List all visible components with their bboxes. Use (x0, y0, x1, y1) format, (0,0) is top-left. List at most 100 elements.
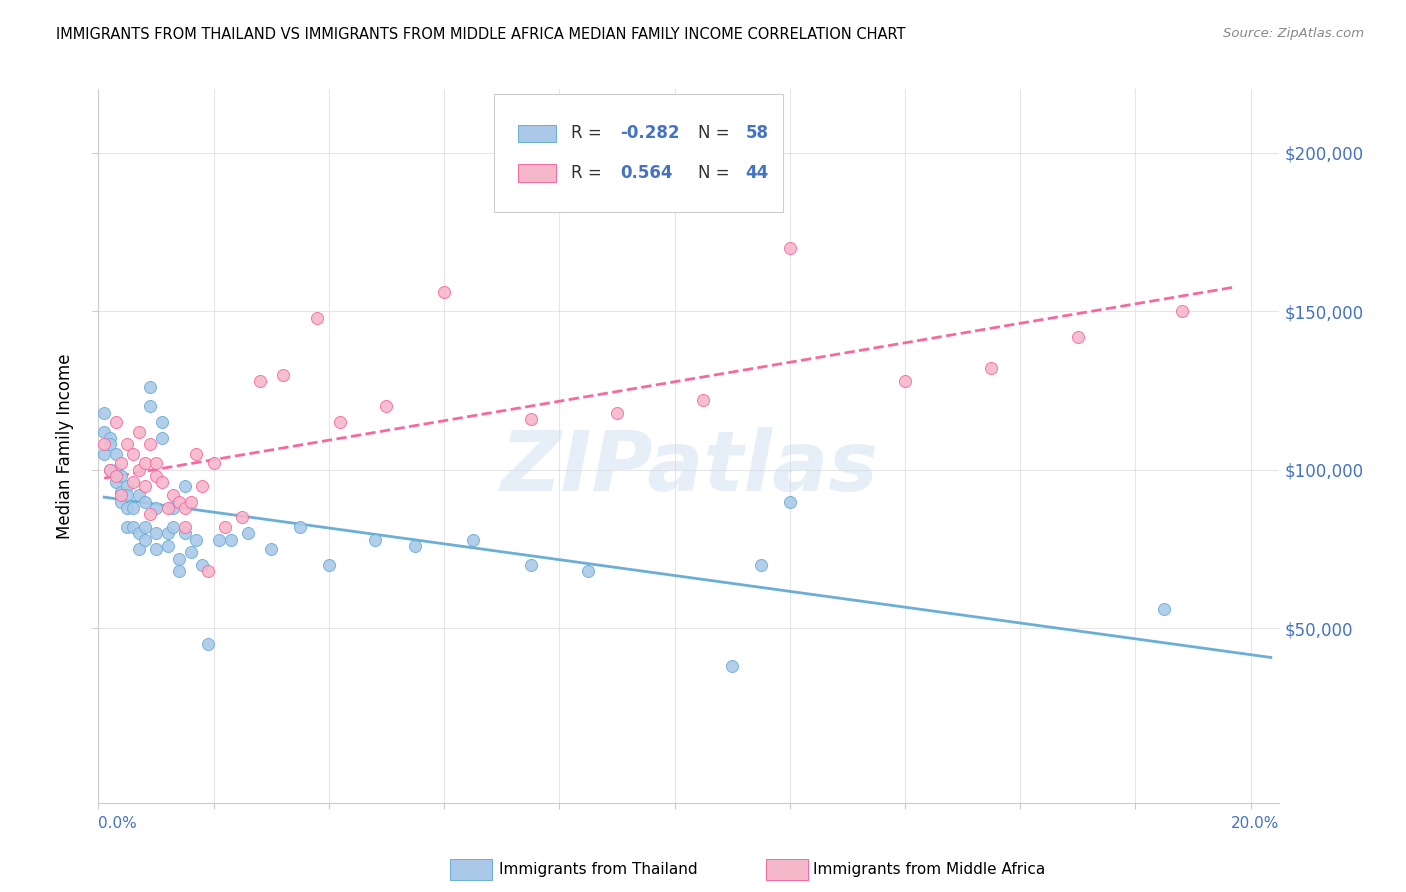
Point (167, 564, 190, 578)
Text: Source: ZipAtlas.com: Source: ZipAtlas.com (1223, 27, 1364, 40)
FancyBboxPatch shape (494, 95, 783, 212)
Point (191, 558, 214, 572)
Point (219, 533, 242, 547)
Point (93, 406, 115, 420)
Point (134, 520, 156, 534)
Point (186, 533, 208, 547)
Point (104, 469, 127, 483)
Text: 20.0%: 20.0% (1232, 816, 1279, 831)
Point (433, 285, 456, 300)
Text: 0.0%: 0.0% (98, 816, 138, 831)
Text: N =: N = (699, 125, 735, 143)
Point (145, 469, 167, 483)
Point (519, 558, 541, 572)
Point (980, 361, 1002, 376)
Point (197, 564, 219, 578)
Point (156, 526, 179, 541)
Point (93, 447, 115, 461)
Point (721, 659, 744, 673)
Point (156, 539, 179, 553)
Point (128, 425, 150, 439)
Point (139, 380, 162, 394)
Text: Immigrants from Thailand: Immigrants from Thailand (499, 863, 697, 877)
Point (329, 415, 352, 429)
Point (156, 500, 179, 515)
Point (238, 526, 260, 541)
Point (208, 533, 231, 547)
Point (122, 500, 145, 515)
Point (150, 431, 173, 445)
Point (104, 475, 127, 490)
Point (375, 400, 398, 414)
Point (150, 475, 173, 490)
Point (110, 488, 132, 502)
Point (606, 406, 628, 420)
Point (749, 558, 772, 572)
Point (145, 542, 167, 557)
Point (122, 447, 145, 461)
Text: ZIPatlas: ZIPatlas (501, 427, 877, 508)
Text: 44: 44 (745, 164, 769, 182)
Point (180, 494, 202, 508)
Point (364, 533, 387, 547)
Point (231, 510, 253, 524)
Point (93, 425, 115, 439)
Point (173, 520, 195, 534)
Point (98, 463, 121, 477)
Point (98, 437, 121, 451)
Point (167, 551, 190, 566)
Text: 0.564: 0.564 (620, 164, 673, 182)
Point (134, 533, 156, 547)
Point (162, 500, 184, 515)
Point (249, 374, 271, 388)
Point (214, 520, 236, 534)
Text: R =: R = (571, 125, 607, 143)
Point (318, 558, 340, 572)
Text: N =: N = (699, 164, 735, 182)
Point (110, 485, 132, 500)
Point (167, 494, 190, 508)
Point (461, 533, 484, 547)
Point (145, 457, 167, 471)
Point (145, 500, 167, 515)
Point (145, 526, 167, 541)
Point (110, 494, 132, 508)
Point (139, 437, 162, 451)
Y-axis label: Median Family Income: Median Family Income (56, 353, 75, 539)
Point (104, 463, 127, 477)
Point (150, 415, 173, 429)
Point (115, 488, 138, 502)
Point (191, 478, 214, 492)
Point (128, 542, 150, 557)
Point (134, 478, 156, 492)
Point (307, 310, 329, 325)
Text: R =: R = (571, 164, 607, 182)
Point (104, 447, 127, 461)
Point (115, 437, 138, 451)
Point (260, 542, 283, 557)
Point (197, 637, 219, 651)
Point (1153, 602, 1175, 616)
Text: Immigrants from Middle Africa: Immigrants from Middle Africa (813, 863, 1045, 877)
Point (139, 507, 162, 521)
Point (173, 500, 195, 515)
Point (128, 488, 150, 502)
Point (98, 431, 121, 445)
Point (202, 457, 225, 471)
Point (122, 520, 145, 534)
Point (1067, 329, 1090, 343)
Text: 58: 58 (745, 125, 769, 143)
Point (115, 520, 138, 534)
Point (779, 241, 801, 255)
Point (134, 494, 156, 508)
Point (104, 415, 127, 429)
Point (404, 539, 426, 553)
Point (162, 520, 184, 534)
Point (98, 463, 121, 477)
Point (110, 457, 132, 471)
Point (271, 368, 294, 382)
Point (1170, 304, 1192, 318)
Text: IMMIGRANTS FROM THAILAND VS IMMIGRANTS FROM MIDDLE AFRICA MEDIAN FAMILY INCOME C: IMMIGRANTS FROM THAILAND VS IMMIGRANTS F… (56, 27, 905, 42)
Point (288, 520, 311, 534)
Point (128, 463, 150, 477)
